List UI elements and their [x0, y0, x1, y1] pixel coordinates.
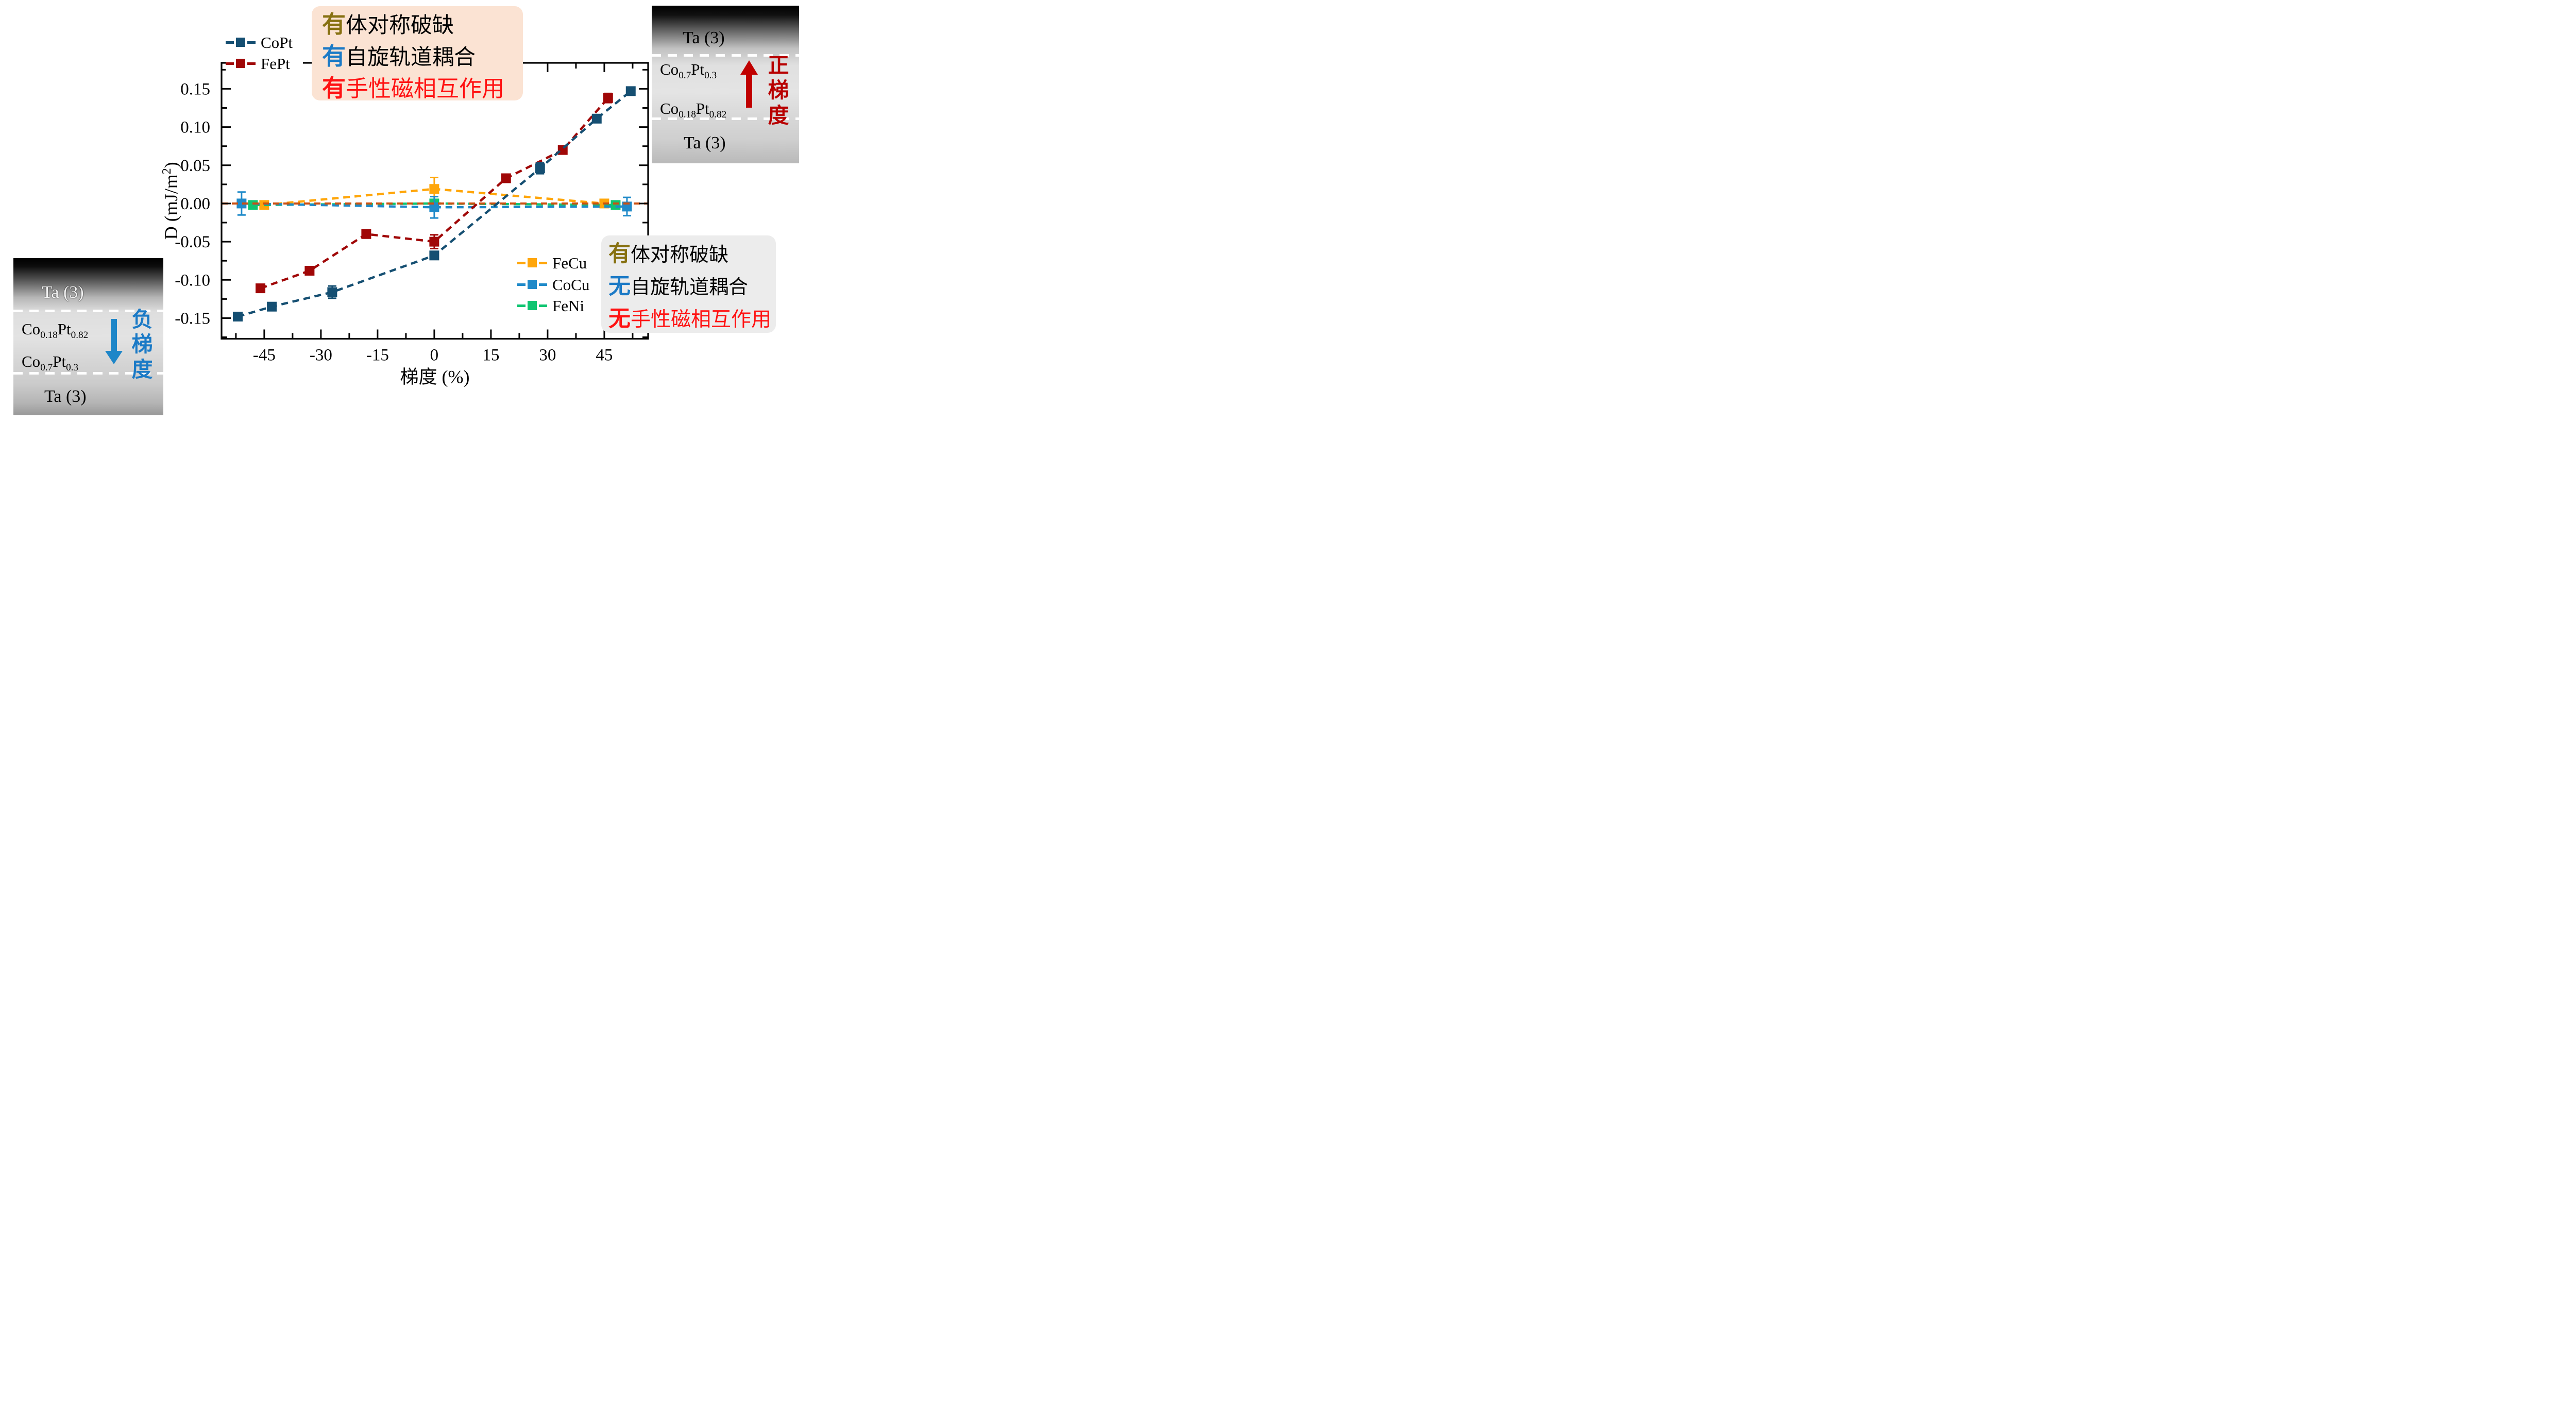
annotation-rest-text: 自旋轨道耦合 [346, 46, 476, 70]
dmi-vs-gradient-chart: -45 -30 -15 0 15 30 45 0.15 0.10 0.05 0.00 -0.05 -0.… [160, 62, 649, 387]
y-axis-label: D (mJ/m2) [160, 162, 181, 240]
x-tick-label: 30 [539, 346, 556, 365]
fept-marker-icon [226, 59, 256, 68]
copt-marker-icon [226, 38, 256, 47]
data-point-FePt [361, 229, 371, 239]
down-arrow-icon [105, 319, 123, 368]
annotation-box-chiral-present: 有体对称破缺 有自旋轨道耦合 有手性磁相互作用 [312, 6, 523, 101]
data-point-CoCu [429, 202, 439, 212]
data-point-FeNi [248, 200, 258, 210]
legend-label-fecu: FeCu [552, 253, 587, 272]
legend-item-fecu: FeCu [517, 252, 587, 273]
cocu-marker-icon [517, 280, 547, 289]
interface-dashed-line [652, 54, 799, 57]
x-tick-label: 0 [430, 346, 439, 365]
legend-label-cocu: CoCu [552, 275, 590, 294]
interface-dashed-line [652, 117, 799, 120]
annotation-line: 有自旋轨道耦合 [322, 41, 523, 73]
feni-marker-icon [517, 301, 547, 310]
data-point-CoPt [591, 113, 602, 124]
layer-label-co07pt03: Co0.7Pt0.3 [660, 60, 717, 81]
axis-titles: 梯度 (%) D (mJ/m2) [160, 162, 469, 387]
data-point-CoPt [233, 311, 243, 321]
legend-copt-fept: CoPt FePt [226, 32, 303, 77]
figure-canvas: -45 -30 -15 0 15 30 45 0.15 0.10 0.05 0.00 -0.05 -0.… [0, 0, 808, 429]
annotation-box-chiral-absent: 有体对称破缺 无自旋轨道耦合 无手性磁相互作用 [601, 235, 776, 333]
layer-label-ta-bottom: Ta (3) [684, 133, 726, 153]
y-tick-label: -0.10 [175, 271, 210, 290]
y-tick-label: 0.00 [180, 195, 210, 213]
x-tick-label: -45 [253, 346, 276, 365]
y-tick-label: -0.15 [175, 309, 210, 328]
legend-item-fept: FePt [226, 53, 290, 74]
data-point-FeCu [429, 184, 439, 194]
layer-label-ta-top: Ta (3) [683, 28, 725, 47]
data-point-FePt [501, 173, 511, 183]
layer-label-co018pt082: Co0.18Pt0.82 [660, 99, 727, 121]
caption-positive-gradient: 正 梯 度 [768, 54, 789, 127]
data-point-FeNi [611, 200, 621, 210]
x-tick-label: -30 [310, 346, 332, 365]
x-axis-label: 梯度 (%) [400, 367, 470, 387]
data-point-FePt [304, 265, 315, 276]
annotation-line: 有体对称破缺 [322, 9, 523, 41]
legend-item-copt: CoPt [226, 32, 293, 53]
inset-positive-gradient-stack: Ta (3) Co0.7Pt0.3 Co0.18Pt0.82 Ta (3) 正 … [652, 6, 799, 163]
y-tick-label: -0.05 [175, 233, 210, 251]
annotation-lead-char: 无 [608, 275, 631, 299]
legend-label-fept: FePt [261, 54, 290, 73]
data-point-CoPt [327, 287, 337, 297]
interface-dashed-line [13, 372, 163, 375]
legend-item-cocu: CoCu [517, 274, 589, 295]
layer-label-ta-bottom: Ta (3) [44, 387, 87, 406]
legend-fecu-cocu-feni: FeCu CoCu FeNi [517, 252, 595, 317]
series-FePt [256, 92, 613, 294]
layer-label-ta-top: Ta (3) [42, 283, 84, 302]
up-arrow-icon [740, 60, 758, 108]
y-tick-label: 0.15 [180, 80, 210, 98]
annotation-rest-text: 体对称破缺 [346, 14, 454, 38]
data-point-FePt [603, 93, 613, 103]
axis-tick-labels: -45 -30 -15 0 15 30 45 0.15 0.10 0.05 0.00 -0.05 -0.… [175, 80, 613, 364]
data-point-CoPt [535, 163, 545, 174]
annotation-rest-text: 体对称破缺 [631, 244, 729, 266]
y-tick-label: 0.05 [180, 157, 210, 175]
annotation-rest-text: 自旋轨道耦合 [631, 277, 749, 298]
legend-label-copt: CoPt [261, 33, 293, 52]
data-point-CoPt [267, 301, 277, 312]
annotation-line: 有体对称破缺 [608, 239, 776, 271]
fecu-marker-icon [517, 258, 547, 267]
annotation-line: 无手性磁相互作用 [608, 303, 776, 335]
data-point-FePt [256, 283, 266, 294]
data-point-FePt [429, 236, 439, 247]
annotation-rest-text: 手性磁相互作用 [631, 309, 772, 331]
annotation-lead-char: 有 [322, 11, 346, 38]
annotation-line: 无自旋轨道耦合 [608, 271, 776, 303]
annotation-line: 有手性磁相互作用 [322, 73, 523, 104]
data-point-CoPt [429, 250, 439, 261]
axis-ticks [222, 63, 648, 339]
layer-label-co018pt082: Co0.18Pt0.82 [22, 320, 89, 341]
layer-label-co07pt03: Co0.7Pt0.3 [22, 352, 79, 374]
annotation-lead-char: 有 [322, 43, 346, 70]
x-tick-label: -15 [366, 346, 389, 365]
y-tick-label: 0.10 [180, 118, 210, 137]
data-point-CoCu [236, 198, 247, 209]
interface-dashed-line [13, 310, 163, 312]
caption-negative-gradient: 负 梯 度 [131, 308, 153, 381]
series-CoPt [233, 86, 636, 321]
legend-label-feni: FeNi [552, 296, 584, 315]
x-tick-label: 15 [482, 346, 499, 365]
x-tick-label: 45 [596, 346, 613, 365]
data-point-CoPt [625, 86, 636, 96]
annotation-lead-char: 有 [608, 242, 631, 266]
annotation-lead-char: 无 [608, 307, 631, 331]
annotation-lead-char: 有 [322, 75, 346, 101]
annotation-rest-text: 手性磁相互作用 [346, 76, 504, 101]
legend-item-feni: FeNi [517, 295, 584, 316]
series-CoCu [236, 191, 632, 219]
inset-negative-gradient-stack: Ta (3) Co0.18Pt0.82 Co0.7Pt0.3 Ta (3) 负 … [13, 258, 163, 415]
